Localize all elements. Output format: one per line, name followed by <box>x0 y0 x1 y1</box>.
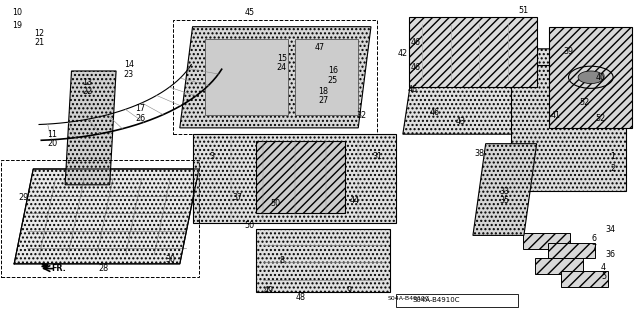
Polygon shape <box>180 27 371 128</box>
Text: 36: 36 <box>605 250 615 259</box>
Text: 46: 46 <box>411 38 420 47</box>
Text: 24: 24 <box>276 63 287 72</box>
Polygon shape <box>409 17 537 87</box>
Polygon shape <box>473 144 537 235</box>
Text: S04A-B4910C: S04A-B4910C <box>388 296 430 301</box>
Text: S04A-B4910C: S04A-B4910C <box>412 297 460 303</box>
Text: 5: 5 <box>601 272 606 281</box>
Text: 17: 17 <box>135 104 145 113</box>
Text: 15: 15 <box>276 54 287 63</box>
Text: 19: 19 <box>12 21 22 30</box>
Text: 39: 39 <box>563 48 573 56</box>
Text: 38: 38 <box>474 149 484 158</box>
Polygon shape <box>205 39 288 115</box>
Text: 6: 6 <box>591 234 596 243</box>
FancyBboxPatch shape <box>536 258 582 274</box>
FancyBboxPatch shape <box>523 233 570 249</box>
Polygon shape <box>256 141 346 213</box>
Text: FR.: FR. <box>51 264 66 273</box>
Text: 21: 21 <box>35 38 45 47</box>
Text: 42: 42 <box>398 49 408 58</box>
Text: 16: 16 <box>328 66 338 76</box>
Text: 27: 27 <box>318 97 328 106</box>
Text: 46: 46 <box>408 85 417 94</box>
Text: 30: 30 <box>165 255 175 263</box>
Text: 20: 20 <box>47 139 58 148</box>
Text: 41: 41 <box>551 111 561 120</box>
Text: 18: 18 <box>318 87 328 96</box>
Bar <box>396 294 518 307</box>
FancyBboxPatch shape <box>548 243 595 258</box>
Polygon shape <box>403 49 556 134</box>
Text: 12: 12 <box>35 28 45 38</box>
Text: 46: 46 <box>411 63 420 72</box>
Text: 50: 50 <box>270 199 280 208</box>
Bar <box>1 160 199 277</box>
Polygon shape <box>65 71 116 185</box>
Text: 43: 43 <box>455 117 465 126</box>
Text: 4: 4 <box>601 263 606 271</box>
Text: 32: 32 <box>356 111 367 120</box>
Text: 1: 1 <box>611 152 616 161</box>
Text: 25: 25 <box>328 76 338 85</box>
Text: 52: 52 <box>595 114 605 123</box>
Polygon shape <box>549 27 632 128</box>
Text: 28: 28 <box>99 264 108 273</box>
Text: 8: 8 <box>279 256 284 265</box>
Polygon shape <box>256 229 390 292</box>
Text: 33: 33 <box>500 187 510 196</box>
Polygon shape <box>294 39 358 115</box>
Text: 52: 52 <box>579 98 589 107</box>
Text: 3: 3 <box>209 152 214 161</box>
Text: 47: 47 <box>315 43 325 52</box>
Text: 50: 50 <box>245 221 255 230</box>
Text: 44: 44 <box>350 196 360 205</box>
Polygon shape <box>193 134 396 223</box>
Text: 13: 13 <box>83 78 92 86</box>
FancyArrowPatch shape <box>42 264 47 268</box>
Text: 49: 49 <box>264 286 274 295</box>
Text: 2: 2 <box>611 165 616 174</box>
Text: 48: 48 <box>296 293 306 301</box>
Text: 29: 29 <box>19 193 29 202</box>
Text: 26: 26 <box>135 114 145 123</box>
Text: 11: 11 <box>47 130 58 139</box>
Text: 46: 46 <box>429 108 440 116</box>
Text: 51: 51 <box>519 6 529 15</box>
Text: 23: 23 <box>124 70 134 78</box>
Text: 31: 31 <box>372 152 382 161</box>
Text: 22: 22 <box>83 87 93 96</box>
Text: 34: 34 <box>605 225 615 234</box>
Text: 40: 40 <box>595 73 605 82</box>
Polygon shape <box>511 65 626 191</box>
Text: 35: 35 <box>500 196 510 205</box>
FancyBboxPatch shape <box>561 271 608 286</box>
Text: 37: 37 <box>232 193 242 202</box>
Bar <box>173 20 378 134</box>
Polygon shape <box>14 169 199 264</box>
Text: 14: 14 <box>124 60 134 69</box>
Circle shape <box>578 71 604 84</box>
Text: 9: 9 <box>346 286 351 295</box>
Text: 45: 45 <box>245 8 255 17</box>
Text: 10: 10 <box>12 8 22 17</box>
Text: 7: 7 <box>591 243 596 253</box>
